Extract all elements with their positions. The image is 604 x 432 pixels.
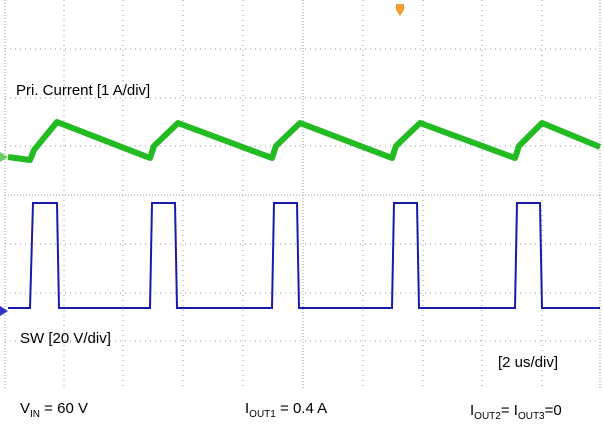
iout23-label: IOUT2= IOUT3=0 <box>470 402 562 422</box>
iout1-sub: OUT1 <box>249 409 276 420</box>
ch1-marker <box>0 152 8 162</box>
timebase-label: [2 us/div] <box>498 354 558 371</box>
current-label: Pri. Current [1 A/div] <box>16 82 150 99</box>
iout1-main: I <box>245 400 249 417</box>
switch-waveform <box>8 202 600 309</box>
switch-label: SW [20 V/div] <box>20 330 111 347</box>
iout2-sub: OUT2 <box>474 411 501 422</box>
vin-main: V <box>20 400 30 417</box>
trigger-marker <box>396 4 404 16</box>
grid <box>4 0 601 390</box>
ch2-marker <box>0 306 8 316</box>
vin-rest: = 60 V <box>40 400 88 417</box>
iout2-main: I <box>470 402 474 419</box>
iout3-sub: OUT3 <box>518 411 545 422</box>
current-waveform <box>7 119 602 163</box>
vin-sub: IN <box>30 409 40 420</box>
vin-label: VIN = 60 V <box>20 400 88 420</box>
iout23-mid: = I <box>501 402 518 419</box>
iout23-rest: =0 <box>545 402 562 419</box>
iout1-rest: = 0.4 A <box>276 400 327 417</box>
iout1-label: IOUT1 = 0.4 A <box>245 400 327 420</box>
